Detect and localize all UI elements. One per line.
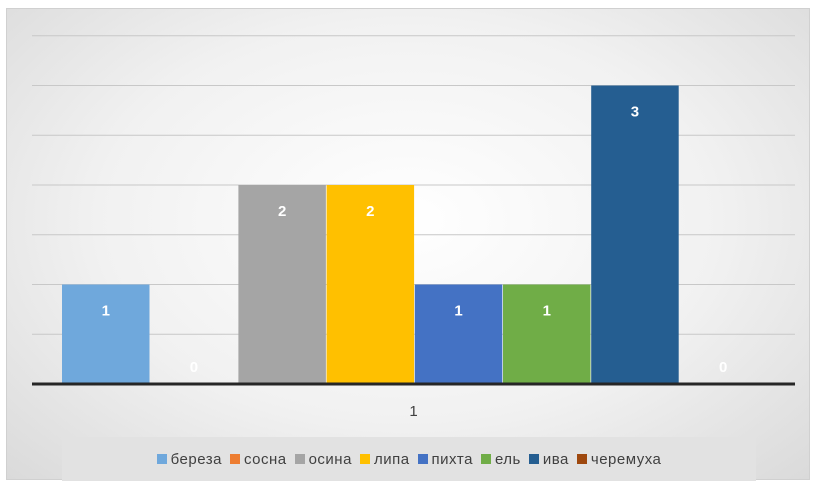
legend-label: пихта — [431, 450, 473, 468]
legend-swatch — [229, 454, 240, 464]
legend-label: липа — [373, 450, 410, 468]
bar-5 — [414, 284, 503, 384]
legend-label: ель — [494, 450, 521, 468]
legend-item-8: черемуха — [576, 450, 662, 468]
data-label-4: 2 — [366, 203, 374, 220]
x-tick-label: 1 — [409, 403, 417, 420]
legend-swatch — [417, 454, 428, 464]
bar-6 — [503, 284, 591, 384]
bar-1 — [62, 284, 150, 384]
legend-label: сосна — [243, 450, 287, 468]
legend-swatch — [576, 454, 587, 464]
legend-swatch — [359, 454, 370, 464]
legend-item-5: пихта — [417, 450, 473, 468]
data-label-3: 2 — [278, 203, 286, 220]
legend-label: ива — [542, 450, 569, 468]
legend-item-3: осина — [294, 450, 352, 468]
legend-item-4: липа — [359, 450, 410, 468]
legend-label: береза — [170, 450, 222, 468]
legend-swatch — [480, 454, 491, 464]
data-label-1: 1 — [102, 303, 110, 320]
data-label-8: 0 — [719, 359, 727, 376]
legend-swatch — [528, 454, 539, 464]
legend-label: черемуха — [590, 450, 662, 468]
legend-label: осина — [308, 450, 352, 468]
bar-7 — [591, 85, 679, 384]
legend-item-1: береза — [156, 450, 222, 468]
legend-item-7: ива — [528, 450, 569, 468]
data-label-6: 1 — [543, 303, 551, 320]
data-label-7: 3 — [631, 104, 639, 121]
bar-4 — [326, 185, 415, 384]
bar-3 — [238, 185, 326, 384]
data-label-5: 1 — [454, 303, 462, 320]
legend-item-2: сосна — [229, 450, 287, 468]
legend-item-6: ель — [480, 450, 521, 468]
legend-swatch — [156, 454, 167, 464]
chart-legend: береза сосна осина липа пихта ель ива черемуха — [62, 437, 756, 481]
legend-swatch — [294, 454, 305, 464]
data-label-2: 0 — [190, 359, 198, 376]
